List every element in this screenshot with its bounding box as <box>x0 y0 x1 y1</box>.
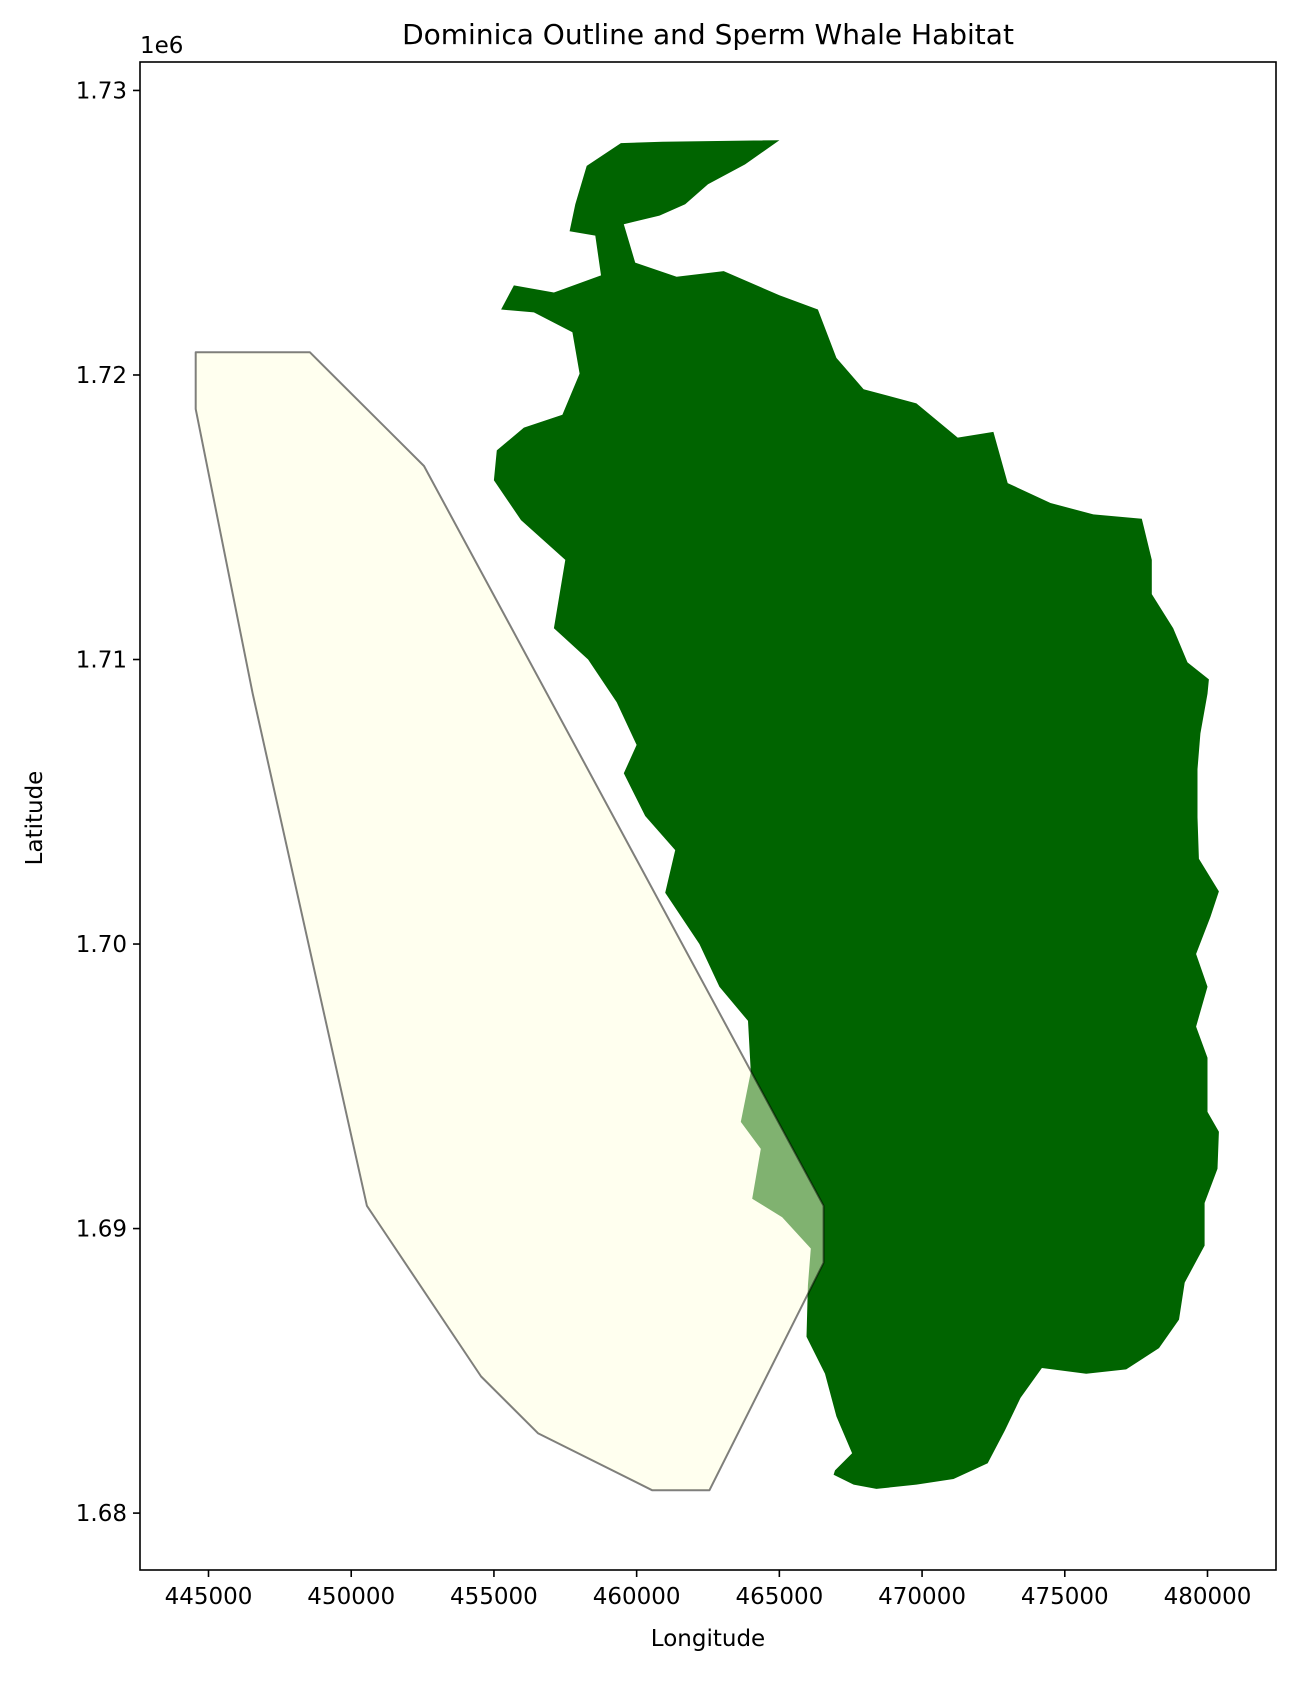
x-axis-label: Longitude <box>651 1626 765 1652</box>
y-tick-label: 1.69 <box>76 1217 127 1243</box>
y-tick-label: 1.71 <box>76 648 127 674</box>
island-polygon <box>493 140 1219 1489</box>
y-tick-label: 1.73 <box>76 78 127 104</box>
chart-title: Dominica Outline and Sperm Whale Habitat <box>402 18 1014 51</box>
x-tick-label: 475000 <box>1021 1584 1109 1610</box>
y-tick-label: 1.68 <box>76 1501 127 1527</box>
habitat-polygon <box>194 351 825 1492</box>
y-axis-label: Latitude <box>22 771 48 866</box>
x-tick-label: 460000 <box>593 1584 681 1610</box>
x-tick-label: 470000 <box>878 1584 966 1610</box>
y-axis-offset-label: 1e6 <box>140 33 183 59</box>
x-tick-label: 445000 <box>165 1584 253 1610</box>
map-layers <box>194 140 1219 1492</box>
y-tick-label: 1.70 <box>76 932 127 958</box>
y-tick-label: 1.72 <box>76 363 127 389</box>
x-tick-label: 480000 <box>1164 1584 1252 1610</box>
x-tick-label: 450000 <box>307 1584 395 1610</box>
x-axis-ticks: 445000 450000 455000 460000 465000 470000 4750… <box>165 1570 1252 1610</box>
axes-frame <box>139 61 1277 1571</box>
x-tick-label: 465000 <box>735 1584 823 1610</box>
y-axis-ticks: 1.68 1.69 1.70 1.71 1.72 1.73 <box>76 78 140 1527</box>
x-tick-label: 455000 <box>450 1584 538 1610</box>
